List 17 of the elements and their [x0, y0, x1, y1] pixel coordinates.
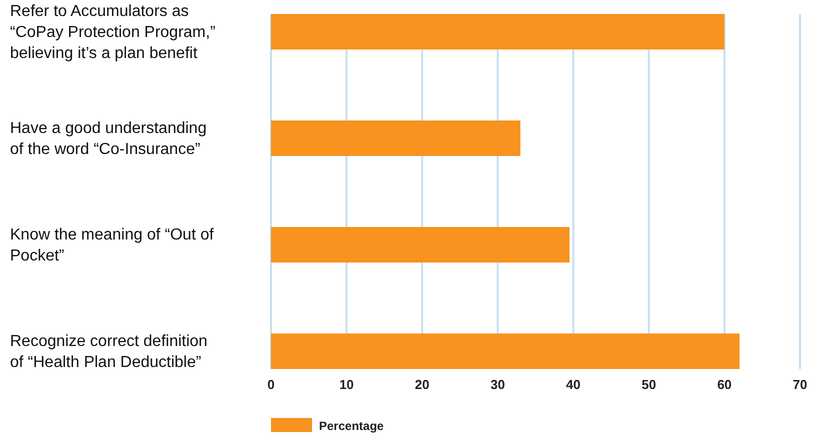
x-tick-label: 0 [267, 377, 275, 392]
bar [271, 227, 570, 262]
x-tick-label: 70 [792, 377, 808, 392]
legend-label: Percentage [319, 419, 384, 433]
x-tick-label: 20 [414, 377, 430, 392]
y-tick-label: Refer to Accumulators as “CoPay Protection Program,” believing it’s a plan benefit [10, 2, 216, 62]
bar [271, 14, 724, 50]
bar [271, 120, 520, 156]
x-tick-label: 50 [642, 377, 656, 392]
x-tick-label: 10 [339, 377, 354, 392]
y-tick-label: Recognize correct definition of “Health Plan Deductible” [10, 332, 208, 371]
x-tick-label: 60 [717, 377, 732, 392]
y-tick-label: Know the meaning of “Out of Pocket” [10, 226, 214, 264]
bar [271, 334, 740, 369]
x-tick-label: 30 [490, 377, 505, 392]
y-tick-label: Have a good understanding of the word “Co-Insurance” [10, 120, 207, 158]
x-tick-label: 40 [566, 377, 581, 392]
